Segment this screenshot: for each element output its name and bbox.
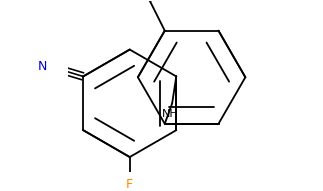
Text: NH: NH — [162, 109, 179, 119]
Text: F: F — [126, 178, 133, 191]
Text: N: N — [38, 60, 47, 73]
